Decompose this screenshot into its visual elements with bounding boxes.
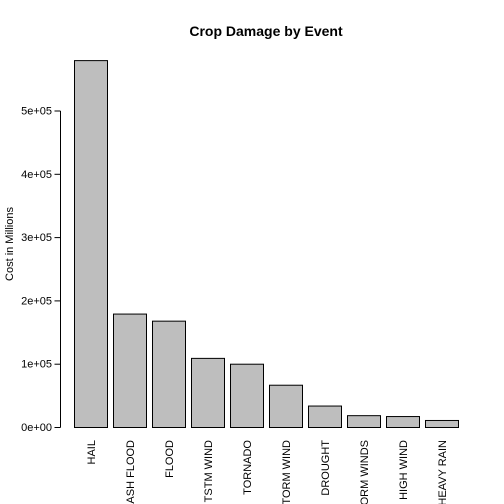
bar-thunderstorm-wind (269, 384, 303, 429)
x-tick-label: HAIL (86, 440, 98, 464)
bar-hail (74, 60, 108, 429)
y-tick-label: 3e+05 (21, 232, 52, 244)
bar-high-wind (386, 416, 420, 429)
bar-tstm-wind (191, 357, 225, 428)
y-axis: 0e+00 1e+05 2e+05 3e+05 4e+05 5e+05 (21, 106, 61, 434)
x-axis-labels: HAIL FLASH FLOOD FLOOD TSTM WIND TORNADO THUN… (86, 440, 449, 504)
x-tick-label: FLASH FLOOD (125, 440, 137, 504)
y-tick-label: 5e+05 (21, 106, 52, 118)
x-tick-label: TORNADO (242, 440, 254, 495)
bar-thunderstorm-winds (347, 415, 381, 429)
bar-flood (152, 320, 186, 429)
x-tick-label: THUNDERSTORM WIND (281, 440, 293, 504)
x-tick-label: HIGH WIND (398, 440, 410, 500)
bar-drought (308, 405, 342, 428)
y-tick-label: 2e+05 (21, 295, 52, 307)
chart-title: Crop Damage by Event (189, 23, 343, 39)
y-tick-label: 4e+05 (21, 169, 52, 181)
y-tick-label: 1e+05 (21, 359, 52, 371)
bars-group (74, 60, 459, 429)
x-tick-label: FLOOD (164, 440, 176, 478)
x-tick-label: DROUGHT (320, 440, 332, 496)
y-tick-label: 0e+00 (21, 422, 52, 434)
bar-flash-flood (113, 313, 147, 429)
bar-tornado (230, 363, 264, 429)
bar-heavy-rain (425, 419, 459, 428)
x-tick-label: TSTM WIND (203, 440, 215, 502)
y-axis-label: Cost in Millions (4, 207, 16, 281)
x-tick-label: THUNDERSTORM WINDS (359, 440, 371, 504)
x-tick-label: HEAVY RAIN (437, 440, 449, 504)
